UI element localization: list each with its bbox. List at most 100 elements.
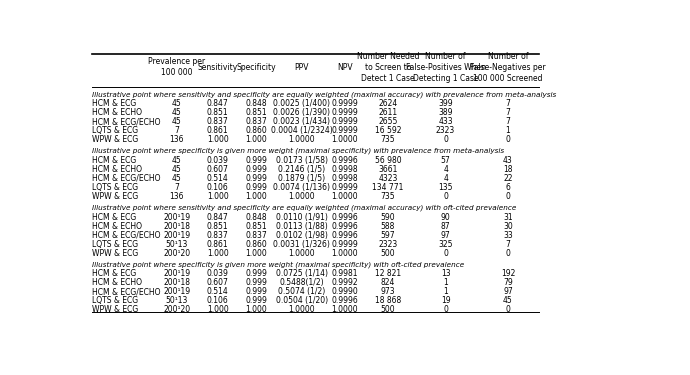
Text: 0.9998: 0.9998 bbox=[331, 174, 358, 183]
Text: 79: 79 bbox=[503, 278, 513, 287]
Text: Illustrative point where specificity is given more weight (maximal specificity) : Illustrative point where specificity is … bbox=[92, 148, 504, 154]
Text: 0.0023 (1/434): 0.0023 (1/434) bbox=[273, 117, 331, 126]
Text: 0.999: 0.999 bbox=[246, 269, 267, 278]
Text: 0.0004 (1/2324): 0.0004 (1/2324) bbox=[271, 126, 333, 135]
Text: 136: 136 bbox=[169, 135, 184, 144]
Text: 1.000: 1.000 bbox=[246, 249, 267, 258]
Text: 1: 1 bbox=[506, 126, 511, 135]
Text: 7: 7 bbox=[174, 126, 179, 135]
Text: 0.9996: 0.9996 bbox=[331, 231, 358, 240]
Text: HCM & ECHO: HCM & ECHO bbox=[92, 165, 141, 174]
Text: 0.860: 0.860 bbox=[246, 240, 267, 249]
Text: WPW & ECG: WPW & ECG bbox=[92, 249, 138, 258]
Text: 0.999: 0.999 bbox=[246, 174, 267, 183]
Text: 1.000: 1.000 bbox=[207, 135, 228, 144]
Text: 500: 500 bbox=[381, 249, 395, 258]
Text: 1.0000: 1.0000 bbox=[288, 305, 315, 314]
Text: 87: 87 bbox=[441, 222, 451, 231]
Text: 0.1879 (1/5): 0.1879 (1/5) bbox=[278, 174, 325, 183]
Text: 3661: 3661 bbox=[378, 165, 397, 174]
Text: 2323: 2323 bbox=[378, 240, 397, 249]
Text: HCM & ECG/ECHO: HCM & ECG/ECHO bbox=[92, 174, 160, 183]
Text: Illustrative point where sensitivity and specificity are equally weighted (maxim: Illustrative point where sensitivity and… bbox=[92, 204, 516, 211]
Text: 1.0000: 1.0000 bbox=[288, 192, 315, 201]
Text: 0.9998: 0.9998 bbox=[331, 165, 358, 174]
Text: 0.0504 (1/20): 0.0504 (1/20) bbox=[276, 296, 328, 305]
Text: HCM & ECG/ECHO: HCM & ECG/ECHO bbox=[92, 231, 160, 240]
Text: HCM & ECG: HCM & ECG bbox=[92, 156, 136, 165]
Text: PPV: PPV bbox=[295, 63, 309, 72]
Text: 0.851: 0.851 bbox=[207, 222, 228, 231]
Text: 90: 90 bbox=[441, 213, 451, 222]
Text: 0: 0 bbox=[443, 249, 448, 258]
Text: 1.000: 1.000 bbox=[207, 249, 228, 258]
Text: NPV: NPV bbox=[337, 63, 353, 72]
Text: 0: 0 bbox=[506, 305, 511, 314]
Text: 0.851: 0.851 bbox=[207, 108, 228, 117]
Text: 597: 597 bbox=[381, 231, 395, 240]
Text: Number Needed
to Screen to
Detect 1 Case: Number Needed to Screen to Detect 1 Case bbox=[357, 52, 419, 83]
Text: 19: 19 bbox=[441, 296, 451, 305]
Text: 0.9999: 0.9999 bbox=[331, 183, 358, 192]
Text: 590: 590 bbox=[381, 213, 395, 222]
Text: 0.861: 0.861 bbox=[207, 240, 228, 249]
Text: 200¹20: 200¹20 bbox=[163, 305, 190, 314]
Text: 0.9996: 0.9996 bbox=[331, 213, 358, 222]
Text: Specificity: Specificity bbox=[237, 63, 276, 72]
Text: 0: 0 bbox=[506, 249, 511, 258]
Text: 1.000: 1.000 bbox=[246, 305, 267, 314]
Text: 0.999: 0.999 bbox=[246, 165, 267, 174]
Text: 0: 0 bbox=[506, 192, 511, 201]
Text: 0.0113 (1/88): 0.0113 (1/88) bbox=[276, 222, 328, 231]
Text: 0.039: 0.039 bbox=[207, 269, 229, 278]
Text: 45: 45 bbox=[172, 117, 181, 126]
Text: 4: 4 bbox=[443, 165, 448, 174]
Text: 973: 973 bbox=[381, 287, 395, 296]
Text: Sensitivity: Sensitivity bbox=[197, 63, 238, 72]
Text: 0.514: 0.514 bbox=[207, 174, 228, 183]
Text: HCM & ECG: HCM & ECG bbox=[92, 213, 136, 222]
Text: 2655: 2655 bbox=[378, 117, 397, 126]
Text: 735: 735 bbox=[381, 192, 395, 201]
Text: 0.514: 0.514 bbox=[207, 287, 228, 296]
Text: 0.837: 0.837 bbox=[207, 231, 228, 240]
Text: HCM & ECG: HCM & ECG bbox=[92, 99, 136, 108]
Text: HCM & ECG: HCM & ECG bbox=[92, 269, 136, 278]
Text: 2624: 2624 bbox=[378, 99, 397, 108]
Text: 0.9999: 0.9999 bbox=[331, 126, 358, 135]
Text: 200¹18: 200¹18 bbox=[163, 278, 190, 287]
Text: 135: 135 bbox=[438, 183, 453, 192]
Text: 0.2146 (1/5): 0.2146 (1/5) bbox=[278, 165, 325, 174]
Text: Illustrative point where specificity is given more weight (maximal specificity) : Illustrative point where specificity is … bbox=[92, 261, 464, 268]
Text: LQTS & ECG: LQTS & ECG bbox=[92, 126, 138, 135]
Text: 45: 45 bbox=[503, 296, 513, 305]
Text: 45: 45 bbox=[172, 156, 181, 165]
Text: 1.0000: 1.0000 bbox=[331, 305, 358, 314]
Text: WPW & ECG: WPW & ECG bbox=[92, 135, 138, 144]
Text: 45: 45 bbox=[172, 99, 181, 108]
Text: 192: 192 bbox=[501, 269, 515, 278]
Text: 0.999: 0.999 bbox=[246, 296, 267, 305]
Text: 0.848: 0.848 bbox=[246, 213, 267, 222]
Text: LQTS & ECG: LQTS & ECG bbox=[92, 296, 138, 305]
Text: 97: 97 bbox=[503, 287, 513, 296]
Text: 57: 57 bbox=[441, 156, 451, 165]
Text: HCM & ECHO: HCM & ECHO bbox=[92, 108, 141, 117]
Text: 0.999: 0.999 bbox=[246, 287, 267, 296]
Text: 16 592: 16 592 bbox=[375, 126, 401, 135]
Text: 6: 6 bbox=[506, 183, 511, 192]
Text: 0.9999: 0.9999 bbox=[331, 117, 358, 126]
Text: 1: 1 bbox=[443, 287, 448, 296]
Text: 200¹19: 200¹19 bbox=[163, 287, 190, 296]
Text: 4: 4 bbox=[443, 174, 448, 183]
Text: WPW & ECG: WPW & ECG bbox=[92, 305, 138, 314]
Text: 0.860: 0.860 bbox=[246, 126, 267, 135]
Text: 7: 7 bbox=[506, 117, 511, 126]
Text: 0.861: 0.861 bbox=[207, 126, 228, 135]
Text: 45: 45 bbox=[172, 165, 181, 174]
Text: 200¹19: 200¹19 bbox=[163, 213, 190, 222]
Text: 0.9996: 0.9996 bbox=[331, 222, 358, 231]
Text: 0.9992: 0.9992 bbox=[331, 278, 358, 287]
Text: 0.5488(1/2): 0.5488(1/2) bbox=[279, 278, 324, 287]
Text: WPW & ECG: WPW & ECG bbox=[92, 192, 138, 201]
